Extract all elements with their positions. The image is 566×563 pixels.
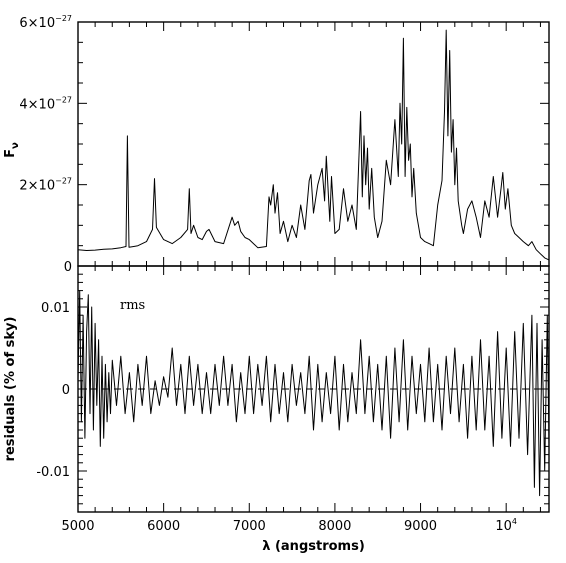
flux-panel: 0 2×10−27 4×10−27 6×10−27 Fν (3, 14, 550, 275)
bottom-ytick-label: -0.01 (36, 465, 70, 480)
bottom-xtick-label: 8000 (318, 519, 351, 534)
residuals-panel: -0.01 0 0.01 5000 6000 7000 8000 9000 104 residua… (3, 265, 550, 554)
top-series-line (77, 29, 550, 261)
bottom-series-line (77, 290, 550, 497)
bottom-xtick-label: 6000 (147, 519, 180, 534)
flux-axis-label: Fν (3, 142, 21, 158)
top-ytick-label: 0 (64, 260, 72, 275)
top-ytick-label: 2×10−27 (19, 177, 72, 194)
rms-annotation: rms (120, 298, 145, 313)
bottom-xtick-label: 5000 (61, 519, 94, 534)
top-ytick-label: 4×10−27 (19, 95, 72, 112)
wavelength-axis-label: λ (angstroms) (262, 539, 365, 554)
residuals-axis-label: residuals (% of sky) (3, 317, 18, 462)
top-ytick-label: 6×10−27 (19, 14, 72, 31)
bottom-xtick-label: 9000 (404, 519, 437, 534)
bottom-ytick-label: 0.01 (41, 301, 70, 316)
bottom-ytick-label: 0 (62, 383, 70, 398)
bottom-xtick-label: 7000 (233, 519, 266, 534)
bottom-xtick-label: 104 (495, 517, 517, 534)
